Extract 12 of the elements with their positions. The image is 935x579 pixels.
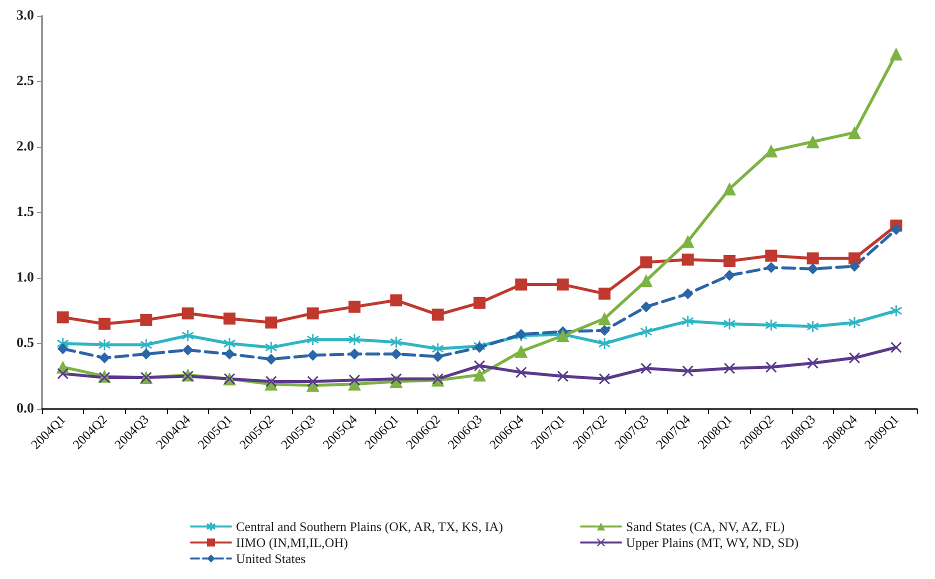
y-tick-label: 0.5 [16,336,34,351]
legend-label: Sand States (CA, NV, AZ, FL) [626,519,785,534]
y-tick-label: 1.5 [16,205,34,220]
y-tick-label: 3.0 [16,8,34,24]
y-tick-label: 2.0 [16,140,34,154]
y-tick-label: 0.0 [16,402,34,416]
legend-label: United States [236,551,306,566]
legend-label: Central and Southern Plains (OK, AR, TX, KS, IA) [236,519,503,534]
y-tick-label: 1.0 [16,270,34,286]
legend-label: IIMO (IN,MI,IL,OH) [236,535,348,550]
legend-label: Upper Plains (MT, WY, ND, SD) [626,535,799,550]
y-tick-label: 2.5 [16,74,34,89]
